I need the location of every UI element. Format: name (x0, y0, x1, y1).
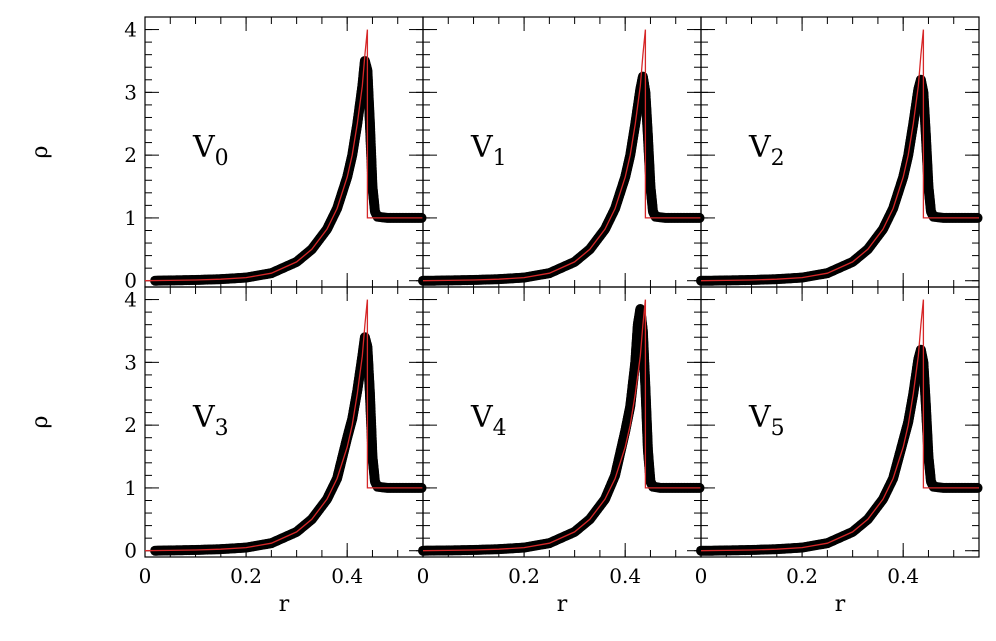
panel-label-subscript: 2 (771, 146, 785, 171)
panel-label: V1 (470, 130, 507, 171)
reference-curve (700, 299, 979, 552)
panel-label-main: V (748, 400, 772, 435)
x-tick-label: 0 (417, 564, 430, 588)
x-tick-label: 0.4 (887, 564, 919, 588)
y-tick-label: 0 (124, 269, 137, 293)
reference-curve (700, 29, 979, 282)
x-axis-label: r (835, 592, 846, 617)
x-tick-label: 0.4 (609, 564, 641, 588)
panel-frame (144, 16, 424, 288)
reference-curve (144, 29, 423, 282)
y-tick-label: 3 (124, 350, 137, 374)
y-tick-label: 2 (124, 413, 137, 437)
panel-frame (700, 286, 980, 558)
reference-curve (422, 299, 701, 552)
panel-frame (422, 16, 702, 288)
panel-label: V3 (192, 400, 229, 441)
x-tick-label: 0.2 (786, 564, 818, 588)
panel-label-subscript: 0 (215, 146, 229, 171)
panel-label-subscript: 5 (771, 416, 785, 441)
y-tick-label: 3 (124, 80, 137, 104)
reference-curve (422, 29, 701, 282)
panel-label: V2 (748, 130, 785, 171)
panel-label: V0 (192, 130, 229, 171)
y-tick-label: 1 (124, 206, 137, 230)
x-tick-label: 0.2 (508, 564, 540, 588)
panel-label-main: V (192, 400, 216, 435)
y-axis-label: ρ (28, 146, 53, 159)
panel-label-main: V (470, 130, 494, 165)
panel-label: V4 (470, 400, 507, 441)
panel-frame (422, 286, 702, 558)
panel-label-main: V (470, 400, 494, 435)
panel-label-main: V (748, 130, 772, 165)
panel-label-subscript: 1 (493, 146, 507, 171)
panel-label-subscript: 4 (493, 416, 507, 441)
y-tick-label: 4 (124, 288, 137, 312)
x-tick-label: 0.4 (331, 564, 363, 588)
y-tick-label: 2 (124, 143, 137, 167)
y-tick-label: 1 (124, 476, 137, 500)
y-tick-label: 4 (124, 18, 137, 42)
panel-label-main: V (192, 130, 216, 165)
panel-frame (700, 16, 980, 288)
y-axis-label: ρ (28, 416, 53, 429)
panel-label: V5 (748, 400, 785, 441)
panel-label-subscript: 3 (215, 416, 229, 441)
x-axis-label: r (557, 592, 568, 617)
x-tick-label: 0.2 (230, 564, 262, 588)
x-tick-label: 0 (139, 564, 152, 588)
x-axis-label: r (279, 592, 290, 617)
x-tick-label: 0 (695, 564, 708, 588)
panel-frame (144, 286, 424, 558)
reference-curve (144, 299, 423, 552)
y-tick-label: 0 (124, 539, 137, 563)
